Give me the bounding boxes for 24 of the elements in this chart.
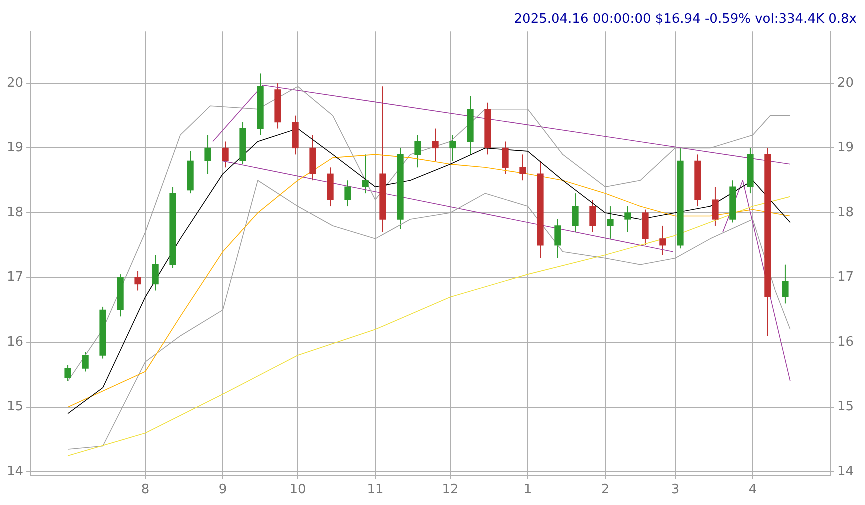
y2-tick-label: 14 [837,464,854,480]
y2-tick-label: 18 [837,205,854,220]
y-tick-label: 18 [6,205,24,220]
y-tick-label: 20 [6,76,24,91]
x-tick-label: 12 [442,482,459,498]
y2-tick-label: 17 [837,270,854,286]
y2-tick-label: 19 [837,140,854,156]
x-tick-label: 3 [671,482,680,498]
x-tick-label: 10 [290,482,306,498]
y-tick-label: 16 [6,334,24,350]
x-tick-label: 9 [218,482,228,498]
x-tick-label: 4 [748,482,758,498]
y-tick-label: 14 [6,464,24,480]
y2-tick-label: 15 [837,400,854,415]
chart-title: 2025.04.16 00:00:00 $16.94 -0.59% vol:334.4K 0.8x [514,12,858,28]
y-tick-label: 17 [6,270,24,286]
y-tick-label: 15 [6,400,24,415]
y2-tick-label: 16 [837,334,854,350]
x-tick-label: 2 [601,482,610,498]
y-tick-label: 19 [6,140,24,156]
x-tick-label: 1 [524,482,532,498]
y2-tick-label: 20 [837,76,854,91]
x-tick-label: 11 [367,482,384,498]
x-tick-label: 8 [141,482,150,498]
